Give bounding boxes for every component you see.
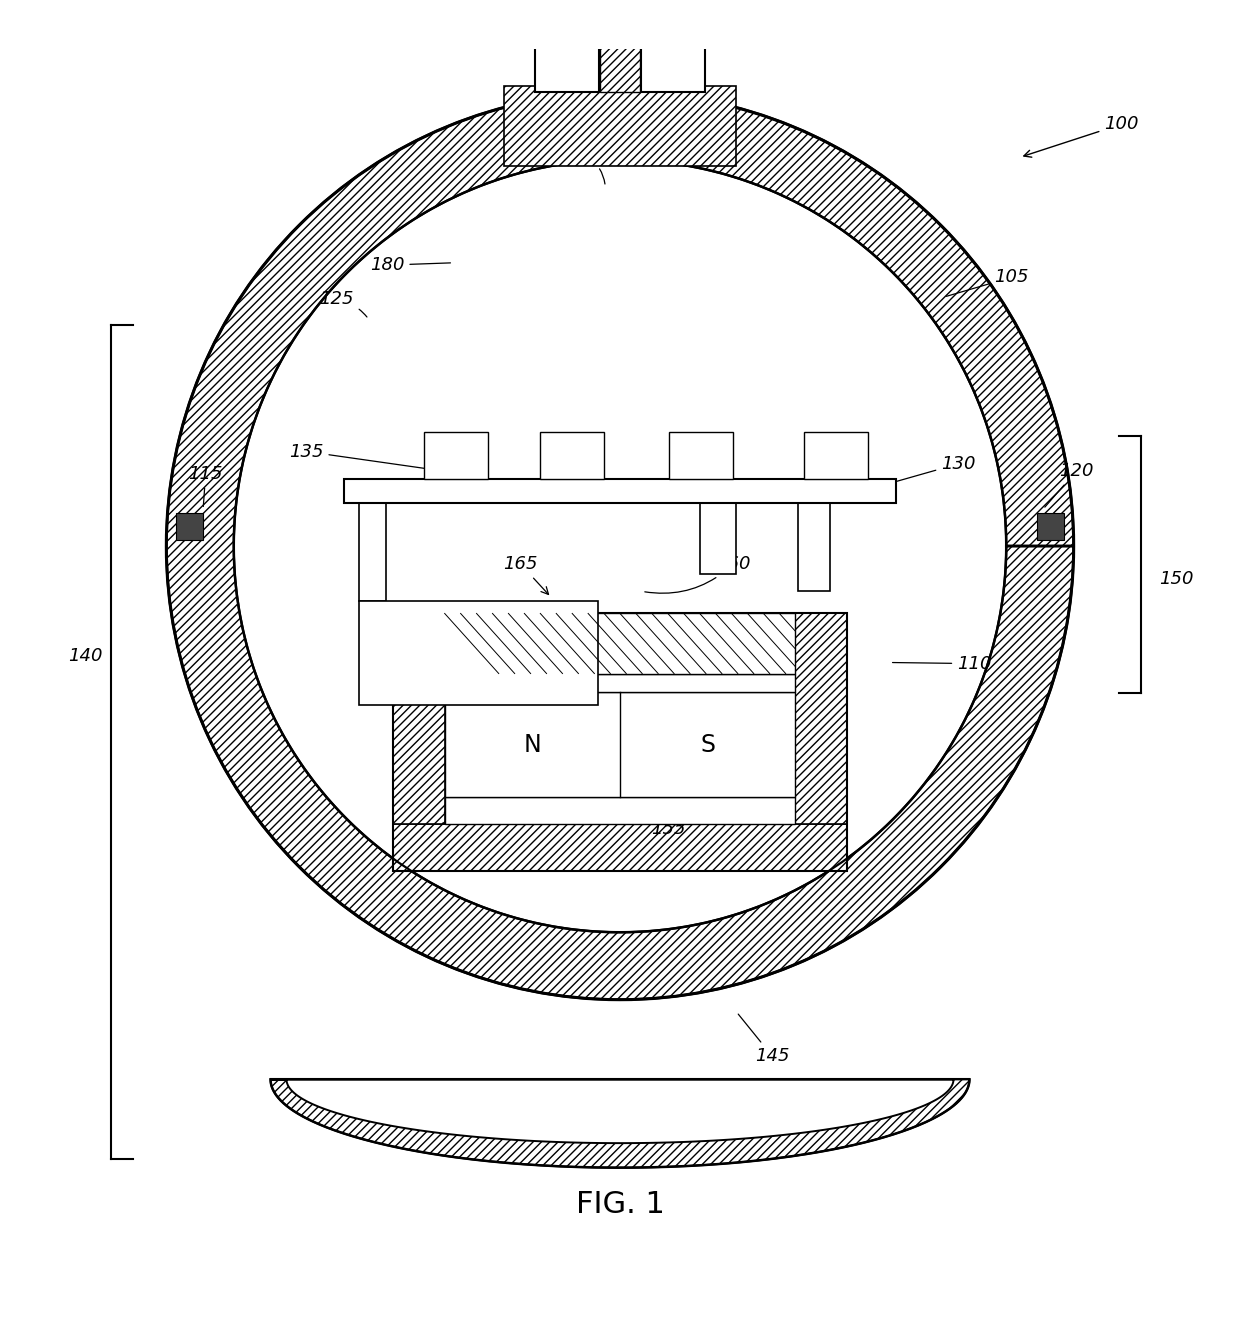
Bar <box>804 432 868 478</box>
Bar <box>541 432 604 478</box>
Bar <box>345 478 895 504</box>
Text: 150: 150 <box>1159 570 1194 588</box>
Text: 180: 180 <box>370 256 450 274</box>
Text: 130: 130 <box>888 454 976 484</box>
Text: 165: 165 <box>503 555 548 595</box>
Text: FIG. 1: FIG. 1 <box>575 1190 665 1219</box>
Text: 125: 125 <box>320 290 367 317</box>
Bar <box>445 613 795 673</box>
Bar <box>445 798 795 824</box>
Bar <box>534 0 599 93</box>
Bar <box>503 86 737 166</box>
Bar <box>795 613 847 824</box>
Bar <box>670 432 733 478</box>
Text: 160: 160 <box>645 555 750 594</box>
Text: 145: 145 <box>738 1014 790 1065</box>
Bar <box>797 504 830 591</box>
Bar <box>393 613 445 824</box>
Polygon shape <box>166 93 1074 999</box>
Text: N: N <box>523 733 541 757</box>
Polygon shape <box>270 1080 970 1167</box>
Text: 135: 135 <box>289 443 476 476</box>
Bar <box>445 692 795 798</box>
Bar <box>641 0 706 93</box>
Bar <box>393 824 847 871</box>
Text: 140: 140 <box>68 648 103 665</box>
Text: 115: 115 <box>188 465 223 506</box>
Bar <box>393 613 847 871</box>
Bar <box>176 513 203 539</box>
Text: 175: 175 <box>565 146 605 184</box>
Bar <box>358 504 386 602</box>
Text: 105: 105 <box>946 269 1028 297</box>
Bar <box>358 602 598 705</box>
Text: S: S <box>701 733 715 757</box>
Text: 120: 120 <box>1045 462 1094 507</box>
Bar <box>1037 513 1064 539</box>
Bar <box>445 673 795 692</box>
Bar <box>424 432 487 478</box>
Bar <box>699 504 737 574</box>
Text: 170: 170 <box>440 800 474 828</box>
Text: 155: 155 <box>635 800 686 839</box>
Text: 100: 100 <box>1024 115 1138 158</box>
Text: 110: 110 <box>893 655 992 673</box>
Bar <box>600 25 640 93</box>
